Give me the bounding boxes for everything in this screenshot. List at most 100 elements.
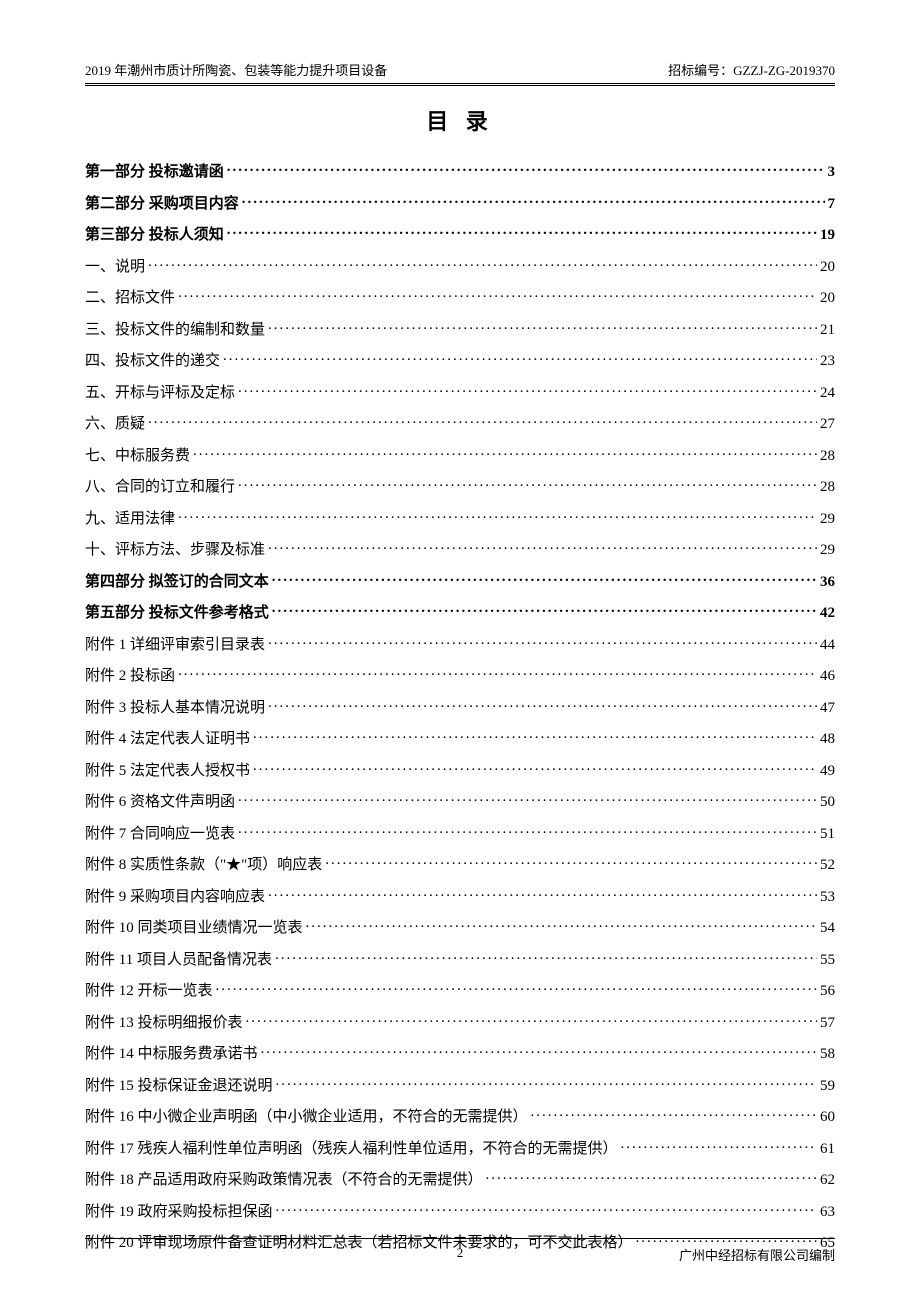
- toc-dots: [178, 287, 817, 302]
- toc-row: 三、投标文件的编制和数量21: [85, 318, 835, 339]
- toc-dots: [272, 602, 817, 617]
- toc-page-number: 52: [820, 857, 835, 874]
- toc-label: 附件 19 政府采购投标担保函: [85, 1200, 273, 1221]
- toc-page-number: 47: [820, 700, 835, 717]
- toc-label: 三、投标文件的编制和数量: [85, 318, 265, 339]
- toc-label: 附件 6 资格文件声明函: [85, 790, 235, 811]
- toc-row: 第三部分 投标人须知19: [85, 223, 835, 244]
- toc-row: 第四部分 拟签订的合同文本 36: [85, 570, 835, 591]
- toc-row: 九、适用法律 29: [85, 507, 835, 528]
- toc-page-number: 62: [820, 1172, 835, 1189]
- toc-dots: [238, 791, 817, 806]
- toc-row: 附件 14 中标服务费承诺书58: [85, 1042, 835, 1063]
- toc-dots: [306, 917, 817, 932]
- toc-page-number: 58: [820, 1046, 835, 1063]
- table-of-contents: 第一部分 投标邀请函 3 第二部分 采购项目内容7 第三部分 投标人须知19 一、说明2…: [85, 160, 835, 1252]
- toc-label: 五、开标与评标及定标: [85, 381, 235, 402]
- toc-dots: [227, 224, 817, 239]
- toc-page-number: 23: [820, 353, 835, 370]
- toc-page-number: 51: [820, 826, 835, 843]
- toc-row: 七、中标服务费28: [85, 444, 835, 465]
- toc-page-number: 56: [820, 983, 835, 1000]
- toc-dots: [216, 980, 817, 995]
- toc-dots: [276, 1075, 817, 1090]
- toc-page-number: 24: [820, 385, 835, 402]
- toc-row: 附件 10 同类项目业绩情况一览表54: [85, 916, 835, 937]
- toc-dots: [268, 319, 817, 334]
- toc-row: 附件 19 政府采购投标担保函 63: [85, 1200, 835, 1221]
- toc-label: 附件 8 实质性条款（"★"项）响应表: [85, 853, 322, 874]
- toc-label: 附件 2 投标函: [85, 664, 175, 685]
- toc-page-number: 48: [820, 731, 835, 748]
- toc-label: 第四部分 拟签订的合同文本: [85, 570, 269, 591]
- toc-page-number: 60: [820, 1109, 835, 1126]
- toc-label: 附件 7 合同响应一览表: [85, 822, 235, 843]
- toc-page-number: 28: [820, 479, 835, 496]
- toc-page-number: 57: [820, 1015, 835, 1032]
- toc-page-number: 20: [820, 259, 835, 276]
- toc-row: 一、说明20: [85, 255, 835, 276]
- toc-page-number: 53: [820, 889, 835, 906]
- toc-page-number: 42: [820, 605, 835, 622]
- toc-row: 附件 1 详细评审索引目录表 44: [85, 633, 835, 654]
- header-right: 招标编号：GZZJ-ZG-2019370: [668, 60, 835, 79]
- toc-label: 第一部分 投标邀请函: [85, 160, 224, 181]
- toc-page-number: 3: [828, 164, 836, 181]
- toc-page-number: 63: [820, 1204, 835, 1221]
- toc-row: 附件 18 产品适用政府采购政策情况表（不符合的无需提供） 62: [85, 1168, 835, 1189]
- toc-dots: [227, 161, 825, 176]
- toc-row: 附件 4 法定代表人证明书 48: [85, 727, 835, 748]
- toc-title: 目 录: [85, 104, 835, 136]
- page-header: 2019 年潮州市质计所陶瓷、包装等能力提升项目设备 招标编号：GZZJ-ZG-…: [85, 60, 835, 86]
- toc-page-number: 46: [820, 668, 835, 685]
- toc-label: 附件 13 投标明细报价表: [85, 1011, 243, 1032]
- toc-row: 二、招标文件 20: [85, 286, 835, 307]
- toc-dots: [178, 665, 817, 680]
- toc-page-number: 36: [820, 574, 835, 591]
- toc-page-number: 7: [828, 196, 836, 213]
- toc-row: 附件 17 残疾人福利性单位声明函（残疾人福利性单位适用，不符合的无需提供）61: [85, 1137, 835, 1158]
- toc-label: 附件 9 采购项目内容响应表: [85, 885, 265, 906]
- toc-label: 附件 17 残疾人福利性单位声明函（残疾人福利性单位适用，不符合的无需提供）: [85, 1137, 618, 1158]
- toc-label: 九、适用法律: [85, 507, 175, 528]
- toc-dots: [193, 445, 817, 460]
- toc-dots: [261, 1043, 817, 1058]
- toc-row: 附件 13 投标明细报价表 57: [85, 1011, 835, 1032]
- toc-page-number: 19: [820, 227, 835, 244]
- toc-page-number: 55: [820, 952, 835, 969]
- toc-row: 五、开标与评标及定标 24: [85, 381, 835, 402]
- toc-row: 四、投标文件的递交23: [85, 349, 835, 370]
- toc-label: 七、中标服务费: [85, 444, 190, 465]
- toc-label: 附件 16 中小微企业声明函（中小微企业适用，不符合的无需提供）: [85, 1105, 528, 1126]
- toc-page-number: 59: [820, 1078, 835, 1095]
- toc-row: 附件 16 中小微企业声明函（中小微企业适用，不符合的无需提供） 60: [85, 1105, 835, 1126]
- toc-dots: [325, 854, 817, 869]
- toc-dots: [253, 760, 817, 775]
- toc-dots: [238, 476, 817, 491]
- toc-page-number: 29: [820, 542, 835, 559]
- toc-label: 二、招标文件: [85, 286, 175, 307]
- toc-row: 八、合同的订立和履行28: [85, 475, 835, 496]
- toc-label: 附件 4 法定代表人证明书: [85, 727, 250, 748]
- toc-label: 十、评标方法、步骤及标准: [85, 538, 265, 559]
- toc-row: 第二部分 采购项目内容7: [85, 192, 835, 213]
- toc-dots: [272, 571, 817, 586]
- toc-dots: [268, 539, 817, 554]
- toc-label: 六、质疑: [85, 412, 145, 433]
- toc-label: 附件 18 产品适用政府采购政策情况表（不符合的无需提供）: [85, 1168, 483, 1189]
- toc-page-number: 44: [820, 637, 835, 654]
- toc-page-number: 20: [820, 290, 835, 307]
- toc-page-number: 29: [820, 511, 835, 528]
- toc-dots: [276, 1201, 817, 1216]
- toc-label: 第五部分 投标文件参考格式: [85, 601, 269, 622]
- toc-label: 附件 15 投标保证金退还说明: [85, 1074, 273, 1095]
- toc-row: 第五部分 投标文件参考格式 42: [85, 601, 835, 622]
- toc-row: 第一部分 投标邀请函 3: [85, 160, 835, 181]
- toc-row: 附件 15 投标保证金退还说明 59: [85, 1074, 835, 1095]
- toc-dots: [275, 949, 817, 964]
- footer-right: 广州中经招标有限公司编制: [679, 1245, 835, 1264]
- toc-row: 附件 11 项目人员配备情况表55: [85, 948, 835, 969]
- toc-dots: [178, 508, 817, 523]
- toc-dots: [148, 256, 817, 271]
- toc-label: 附件 1 详细评审索引目录表: [85, 633, 265, 654]
